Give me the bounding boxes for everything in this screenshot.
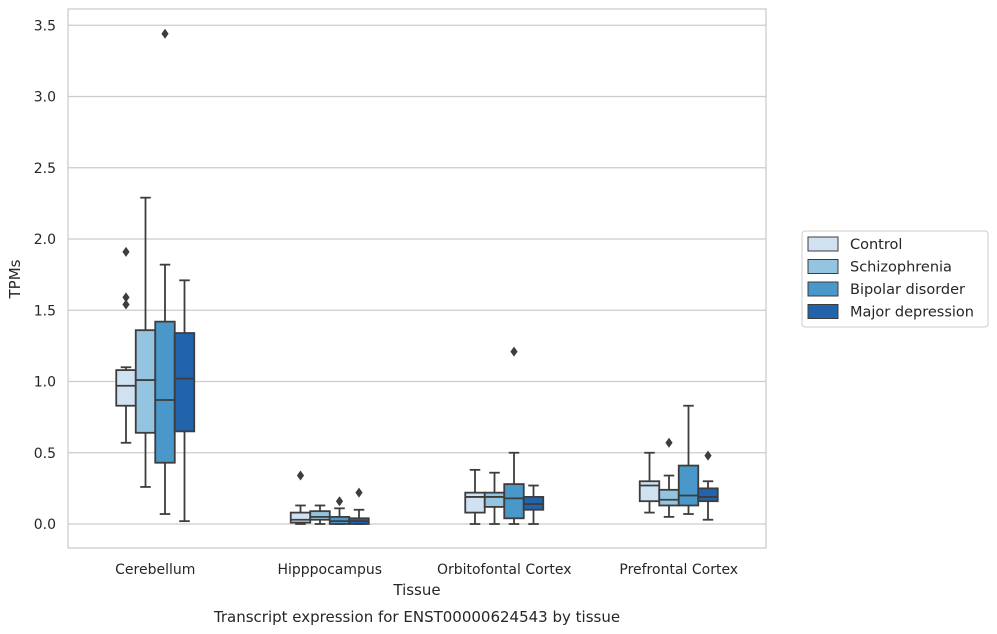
y-tick-label: 1.5	[34, 303, 56, 319]
legend-label: Schizophrenia	[850, 260, 952, 276]
legend-swatch	[807, 281, 839, 297]
plot-frame	[67, 8, 767, 549]
box-plot	[134, 196, 157, 488]
box-plot	[289, 470, 312, 525]
outlier-point	[296, 470, 305, 481]
box-plot	[173, 279, 196, 523]
box-iqr	[697, 487, 719, 503]
box-iqr	[638, 480, 661, 503]
outlier-point	[510, 346, 518, 357]
box-iqr	[154, 320, 176, 464]
outlier-point	[665, 437, 673, 448]
box-iqr	[309, 510, 331, 521]
legend-label: Major depression	[850, 305, 974, 321]
x-tick-label: Cerebellum	[115, 562, 195, 578]
y-tick-label: 2.0	[34, 232, 56, 248]
box-plot	[522, 484, 545, 525]
y-tick-label: 0.0	[34, 517, 56, 533]
y-tick-label: 3.0	[34, 90, 56, 106]
plot-area	[115, 28, 719, 525]
box-iqr	[503, 483, 525, 520]
x-axis-label: Tissue	[392, 581, 440, 599]
legend-swatch	[807, 259, 839, 274]
box-plot	[115, 246, 137, 444]
legend-swatch	[807, 236, 839, 252]
box-plot	[697, 450, 719, 521]
box-plot	[309, 504, 331, 525]
outlier-point	[335, 496, 344, 507]
y-tick-label: 1.0	[34, 375, 56, 391]
legend-frame	[801, 230, 989, 328]
outlier-point	[122, 292, 130, 303]
box-plot	[154, 28, 176, 515]
box-iqr	[658, 488, 680, 507]
y-tick-label: 0.5	[34, 446, 56, 462]
box-iqr	[115, 369, 137, 407]
box-iqr	[173, 332, 196, 433]
legend: Control Schizophrenia Bipolar disorder Majo…	[801, 230, 989, 328]
legend-label: Bipolar disorder	[850, 282, 965, 298]
box-plot	[464, 468, 486, 525]
box-plot	[638, 451, 661, 514]
x-tick-label: Hipppocampus	[277, 562, 382, 578]
box-plot	[658, 437, 680, 518]
outlier-point	[122, 299, 130, 310]
box-iqr	[677, 464, 700, 507]
y-tick-label: 2.5	[34, 161, 56, 177]
box-iqr	[289, 511, 312, 524]
y-axis-label: TPMs	[6, 259, 24, 299]
chart-caption: Transcript expression for ENST0000062454…	[213, 608, 620, 626]
x-tick-label: Orbitofontal Cortex	[437, 562, 572, 578]
y-tick-labels: 0.0 0.5 1.0 1.5 2.0 2.5 3.0 3.5	[34, 18, 56, 533]
box-plot	[328, 496, 351, 525]
box-plot	[348, 487, 370, 525]
box-plot	[503, 346, 525, 525]
legend-label: Control	[850, 237, 902, 253]
box-plot	[677, 404, 700, 515]
box-iqr	[464, 491, 486, 514]
box-plot	[483, 471, 506, 525]
outlier-point	[122, 246, 130, 257]
outlier-point	[161, 28, 169, 39]
legend-swatch	[807, 304, 839, 319]
x-tick-labels: Cerebellum Hipppocampus Orbitofontal Corte…	[115, 562, 738, 578]
box-iqr	[483, 491, 506, 508]
box-iqr	[134, 329, 157, 434]
y-tick-label: 3.5	[34, 18, 56, 34]
outlier-point	[355, 487, 363, 498]
x-tick-label: Prefrontal Cortex	[619, 562, 738, 578]
outlier-point	[704, 450, 712, 461]
